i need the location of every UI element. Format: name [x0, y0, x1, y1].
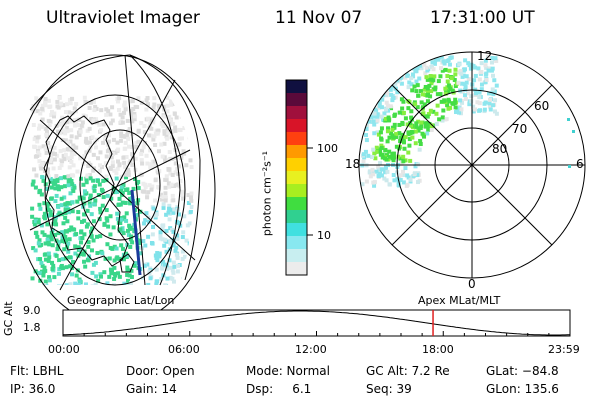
status-dsp: Dsp: 6.1: [246, 382, 312, 396]
colorbar-segment: [286, 249, 307, 263]
colorbar-frame: [285, 79, 308, 276]
colorbar-segment: [286, 106, 307, 120]
mlt-12-label: 12: [477, 49, 493, 63]
left-panel-label: Geographic Lat/Lon: [67, 294, 175, 307]
lat-60-label: 60: [534, 99, 550, 113]
date-label: 11 Nov 07: [275, 8, 363, 28]
polar-aurora-emission: [360, 55, 499, 188]
edge-pixel: [567, 118, 570, 121]
colorbar-segment: [286, 158, 307, 172]
timeline-xtick-1800: 18:00: [422, 343, 454, 356]
status-glon: GLon: 135.6: [486, 382, 559, 396]
colorbar-segment: [286, 119, 307, 133]
colorbar-segment: [286, 171, 307, 185]
timeline-ytick-max: 9.0: [23, 304, 41, 317]
edge-pixel: [572, 130, 575, 133]
edge-pixel: [568, 165, 571, 168]
status-mode: Mode: Normal: [246, 364, 330, 378]
colorbar-tick-10: 10: [317, 229, 331, 242]
timeline-xtick-0000: 00:00: [48, 343, 80, 356]
instrument-title: Ultraviolet Imager: [46, 8, 200, 28]
status-gain: Gain: 14: [126, 382, 177, 396]
right-panel-label: Apex MLat/MLT: [418, 294, 501, 307]
timeline-xtick-1200: 12:00: [295, 343, 327, 356]
colorbar-segment: [286, 223, 307, 237]
status-door: Door: Open: [126, 364, 195, 378]
colorbar-segment: [286, 184, 307, 198]
polar-grid: [358, 51, 586, 279]
colorbar-segment: [286, 262, 307, 276]
status-ip: IP: 36.0: [10, 382, 56, 396]
timeline-ylabel: GC Alt: [2, 301, 15, 336]
status-gc-alt: GC Alt: 7.2 Re: [366, 364, 450, 378]
colorbar-segment: [286, 80, 307, 94]
timeline-xtick-0600: 06:00: [168, 343, 200, 356]
colorbar-segment: [286, 236, 307, 250]
timeline-xtick-2359: 23:59: [548, 343, 580, 356]
colorbar-segment: [286, 145, 307, 159]
status-filter: Flt: LBHL: [10, 364, 64, 378]
status-glat: GLat: −84.8: [486, 364, 559, 378]
mlt-0-label: 0: [468, 277, 476, 291]
timeline-ytick-min: 1.8: [23, 321, 41, 334]
lat-80-label: 80: [492, 142, 508, 156]
mlt-6-label: 6: [576, 157, 584, 171]
geographic-aurora-emission: [30, 95, 194, 286]
coastline: [43, 115, 135, 273]
lat-70-label: 70: [512, 122, 528, 136]
orbit-track: [130, 189, 142, 276]
status-seq: Seq: 39: [366, 382, 412, 396]
colorbar-segment: [286, 93, 307, 107]
timeline-frame: [62, 309, 571, 337]
mlt-18-label: 18: [345, 157, 361, 171]
colorbar-tick-100: 100: [317, 142, 338, 155]
colorbar-segment: [286, 197, 307, 211]
time-label: 17:31:00 UT: [430, 8, 535, 28]
colorbar-unit-label: photon cm⁻²s⁻¹: [260, 150, 274, 237]
colorbar-segment: [286, 132, 307, 146]
gc-alt-curve: [62, 310, 570, 336]
colorbar-segment: [286, 210, 307, 224]
geographic-grid: [14, 54, 216, 326]
